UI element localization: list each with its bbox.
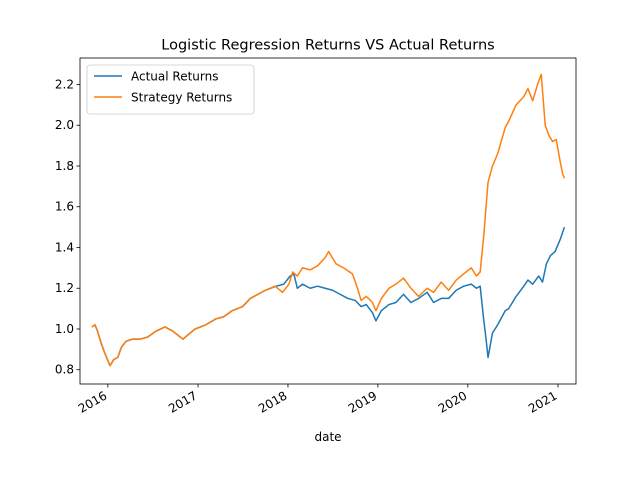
series-layer [91,73,566,367]
y-tick-label: 1.8 [55,159,74,173]
legend-label-actual-returns: Actual Returns [131,70,218,84]
y-axis: 0.8 1.0 1.2 1.4 1.6 1.8 2.0 2.2 [55,77,80,377]
y-tick-label: 2.0 [55,118,74,132]
y-tick-label: 1.0 [55,322,74,336]
y-tick-label: 1.4 [55,240,74,254]
plot-frame [79,57,577,385]
chart-title: Logistic Regression Returns VS Actual Re… [161,38,494,54]
y-tick-label: 2.2 [55,77,74,91]
series-line-strategy-returns [91,73,566,367]
y-tick-label: 0.8 [55,363,74,377]
legend-frame [86,64,255,115]
legend: Actual Returns Strategy Returns [86,64,255,115]
legend-label-strategy-returns: Strategy Returns [131,91,232,105]
x-axis-label: date [314,430,341,444]
y-tick-label: 1.2 [55,281,74,295]
y-tick-label: 1.6 [55,200,74,214]
